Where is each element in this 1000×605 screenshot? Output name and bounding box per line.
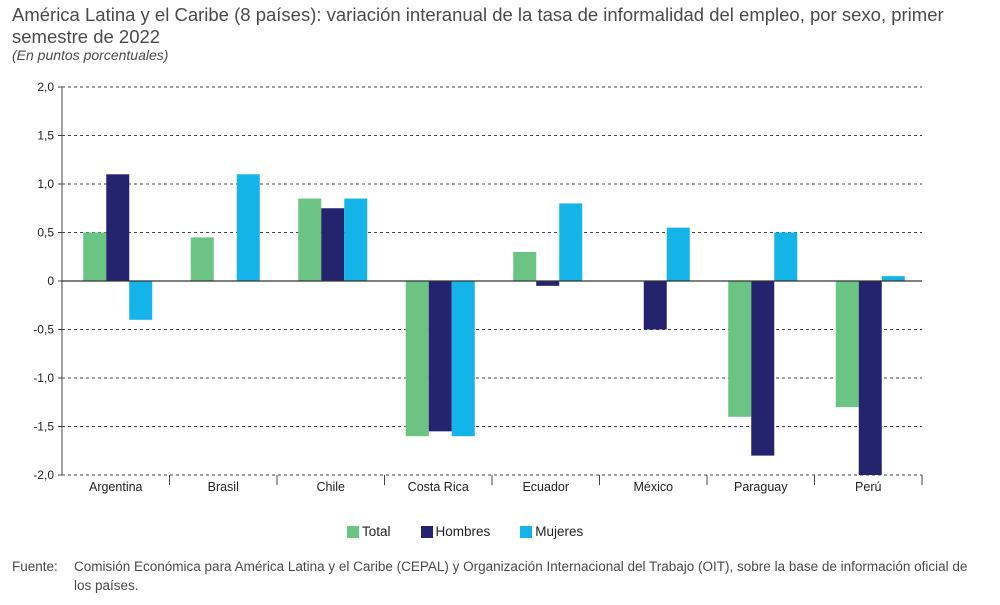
x-category-label: Argentina (89, 480, 143, 494)
bar-mujeres-chile (344, 198, 368, 281)
chart-legend: Total Hombres Mujeres (347, 524, 583, 539)
y-tick-label: -2,0 (33, 468, 54, 482)
y-tick-label: 2,0 (37, 80, 54, 94)
y-tick-label: -1,5 (33, 420, 54, 434)
x-category-label: Brasil (208, 480, 239, 494)
bar-mujeres-costa-rica (451, 281, 475, 437)
legend-label-mujeres: Mujeres (535, 524, 584, 539)
x-category-label: Ecuador (522, 480, 569, 494)
bar-hombres-chile (321, 208, 345, 281)
y-tick-label: -0,5 (33, 323, 54, 337)
chart-title: América Latina y el Caribe (8 países): v… (12, 4, 944, 47)
bar-mujeres-ecuador (559, 203, 583, 281)
bar-mujeres-argentina (129, 281, 153, 320)
source-label: Fuente: (12, 559, 58, 574)
bar-chart: 2,0 1,5 1,0 0,5 0 -0,5 -1,0 -1,5 -2,0 Argentina Br… (33, 80, 923, 494)
x-category-label: Paraguay (734, 480, 788, 494)
bar-mujeres-m-xico (666, 227, 690, 281)
chart-subtitle: (En puntos porcentuales) (12, 47, 169, 63)
y-tick-label: 1,0 (37, 177, 54, 191)
y-tick-label: 1,5 (37, 129, 54, 143)
bar-total-brasil (190, 237, 214, 281)
bar-mujeres-brasil (236, 174, 260, 281)
bar-hombres-paraguay (751, 281, 775, 456)
bar-hombres-argentina (106, 174, 130, 281)
x-category-label: Costa Rica (408, 480, 469, 494)
legend-item-hombres: Hombres (420, 524, 491, 539)
bar-total-ecuador (513, 251, 537, 281)
legend-item-mujeres: Mujeres (520, 524, 583, 539)
x-category-label: Chile (317, 480, 346, 494)
y-tick-label: -1,0 (33, 371, 54, 385)
bar-total-chile (298, 198, 322, 281)
legend-swatch-mujeres (520, 525, 533, 538)
bar-total-argentina (83, 232, 107, 281)
source-note: Fuente: Comisión Económica para América … (12, 557, 987, 595)
legend-label-hombres: Hombres (435, 524, 491, 539)
legend-swatch-hombres (420, 525, 433, 538)
bar-hombres-ecuador (536, 281, 560, 286)
bar-total-paraguay (728, 281, 752, 417)
legend-label-total: Total (362, 524, 391, 539)
bar-hombres-costa-rica (428, 281, 452, 432)
bar-total-per- (835, 281, 859, 408)
source-text: Comisión Económica para América Latina y… (74, 559, 968, 593)
y-tick-label: 0,5 (37, 226, 54, 240)
bar-hombres-m-xico (643, 281, 667, 330)
x-category-label: México (633, 480, 673, 494)
x-category-label: Perú (855, 480, 881, 494)
bar-mujeres-per- (881, 276, 905, 281)
bar-mujeres-paraguay (774, 232, 798, 281)
y-tick-label: 0 (47, 274, 54, 288)
bar-total-costa-rica (405, 281, 429, 437)
bar-hombres-per- (858, 281, 882, 475)
legend-swatch-total (347, 525, 359, 538)
legend-item-total: Total (347, 524, 391, 539)
